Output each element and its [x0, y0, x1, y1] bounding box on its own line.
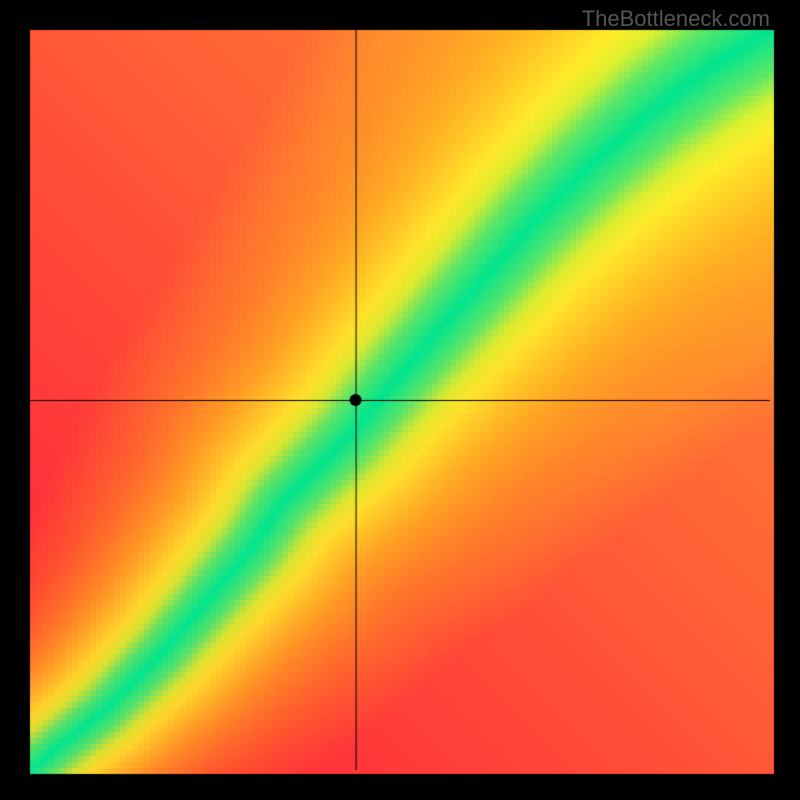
bottleneck-heatmap: [0, 0, 800, 800]
watermark-text: TheBottleneck.com: [582, 6, 770, 32]
